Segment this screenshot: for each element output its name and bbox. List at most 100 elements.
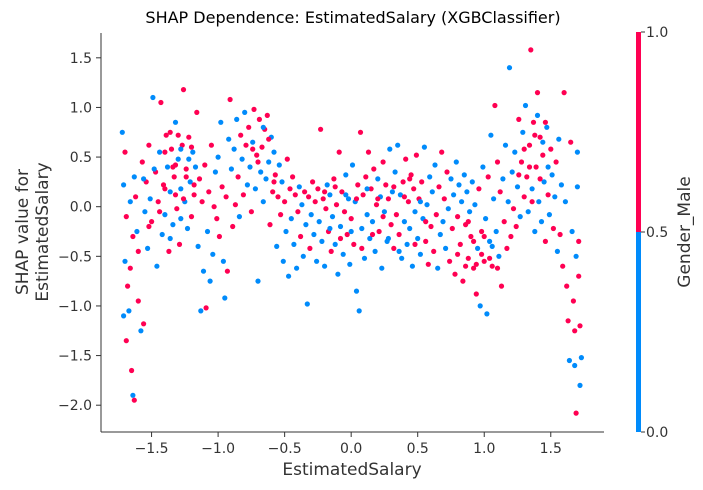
data-point (463, 263, 469, 269)
data-point (332, 241, 338, 247)
data-point (345, 196, 352, 202)
data-point (256, 116, 262, 122)
x-tick-label: 0.5 (407, 441, 429, 457)
data-point (222, 295, 228, 301)
data-point (433, 212, 439, 218)
data-point (347, 261, 353, 267)
data-point (157, 209, 163, 215)
y-tick-label: 1.5 (70, 51, 92, 67)
data-point (167, 235, 173, 242)
data-point (180, 196, 187, 202)
data-point (255, 278, 261, 284)
data-point (331, 176, 337, 182)
data-point (308, 212, 314, 218)
data-point (506, 65, 513, 71)
data-point (215, 154, 221, 160)
data-point (211, 204, 217, 210)
data-point (284, 156, 290, 162)
data-point (279, 179, 285, 185)
data-point (235, 174, 241, 180)
data-point (130, 233, 136, 240)
data-point (494, 159, 501, 165)
data-point (373, 202, 380, 208)
data-point (157, 149, 163, 155)
data-point (349, 162, 356, 168)
data-point (163, 132, 169, 138)
data-point (224, 268, 230, 274)
data-point (191, 192, 197, 198)
data-point (158, 99, 164, 106)
data-point (275, 194, 281, 200)
data-point (336, 149, 342, 155)
y-tick-label: −1.0 (58, 299, 92, 315)
data-point (502, 142, 509, 148)
x-tick-label: 1.5 (540, 441, 562, 457)
data-point (200, 268, 207, 274)
data-point (292, 192, 298, 198)
data-point (298, 233, 304, 240)
data-point (521, 146, 527, 152)
data-point (186, 134, 192, 140)
data-point (164, 164, 171, 170)
data-point (312, 199, 318, 205)
data-point (188, 144, 195, 150)
data-point (271, 179, 277, 185)
x-tick-label: −1.0 (201, 441, 235, 457)
data-point (341, 209, 348, 215)
data-point (533, 164, 539, 170)
data-point (359, 245, 365, 251)
data-point (179, 142, 185, 148)
data-point (274, 243, 280, 249)
data-point (230, 223, 236, 230)
data-point (469, 179, 475, 185)
data-point (391, 184, 397, 190)
data-point (195, 243, 201, 249)
y-tick-label: −2.0 (58, 398, 92, 414)
data-point (413, 152, 419, 158)
data-point (280, 258, 286, 264)
data-point (383, 182, 389, 188)
data-point (236, 214, 242, 220)
data-point (429, 189, 435, 195)
data-point (178, 146, 184, 152)
data-point (553, 159, 559, 165)
data-point (471, 265, 477, 271)
data-point (291, 241, 297, 247)
colorbar-tick-label: 0.0 (646, 425, 668, 441)
data-point (576, 273, 582, 279)
data-point (520, 129, 526, 135)
data-point (529, 186, 535, 192)
data-point (385, 235, 391, 242)
data-point (481, 233, 487, 240)
y-tick-label: 0.0 (70, 200, 92, 216)
data-point (162, 149, 168, 155)
data-point (493, 228, 499, 235)
data-point (283, 228, 289, 235)
data-point (348, 216, 354, 222)
data-point (468, 233, 474, 240)
data-point (123, 214, 129, 220)
data-point (127, 265, 133, 271)
data-point (304, 301, 310, 307)
data-point (529, 199, 535, 205)
data-point (131, 397, 137, 403)
data-point (167, 129, 173, 135)
data-point (167, 189, 173, 195)
data-point (455, 214, 461, 220)
data-point (339, 189, 345, 195)
data-point (299, 202, 305, 208)
data-point (228, 166, 234, 172)
data-point (401, 219, 407, 225)
data-point (439, 149, 445, 155)
data-point (238, 132, 244, 138)
data-point (505, 199, 511, 205)
data-point (337, 235, 344, 242)
data-point (206, 189, 212, 195)
data-point (518, 159, 525, 165)
data-point (198, 308, 204, 314)
data-point (480, 164, 486, 170)
data-point (248, 209, 254, 215)
data-point (172, 119, 179, 125)
data-point (479, 251, 485, 257)
data-point (210, 251, 216, 257)
